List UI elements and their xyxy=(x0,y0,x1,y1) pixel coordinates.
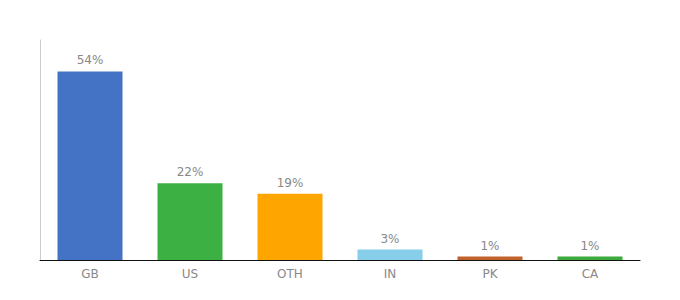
svg-text:US: US xyxy=(182,267,198,281)
svg-text:19%: 19% xyxy=(277,176,304,190)
svg-text:54%: 54% xyxy=(77,53,104,67)
svg-text:22%: 22% xyxy=(177,165,204,179)
svg-text:GB: GB xyxy=(81,267,99,281)
svg-text:PK: PK xyxy=(482,267,498,281)
svg-text:1%: 1% xyxy=(480,239,499,253)
svg-text:CA: CA xyxy=(582,267,599,281)
svg-text:IN: IN xyxy=(384,267,397,281)
svg-text:3%: 3% xyxy=(380,232,399,246)
svg-text:OTH: OTH xyxy=(277,267,303,281)
svg-text:1%: 1% xyxy=(580,239,599,253)
